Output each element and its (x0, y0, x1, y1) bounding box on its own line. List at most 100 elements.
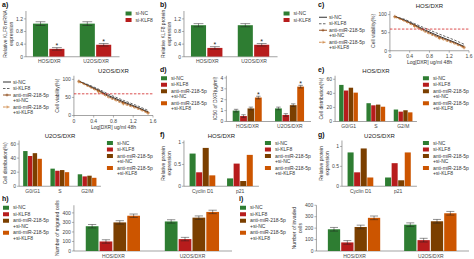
legend-label: anti-miR-218-5p+si-KLF8 (13, 229, 49, 241)
panel-label: g) (318, 131, 325, 139)
title: U2OS/DXR (45, 133, 76, 139)
bar (86, 226, 99, 251)
legend-label: anti-miR-218-5p+si-KLF8 (13, 104, 49, 116)
bar (78, 174, 82, 186)
legend-swatch (126, 18, 132, 22)
legend-label-line: si-KLF8 (13, 211, 30, 217)
panel: si-NCsi-KLF8anti-miR-218-5p+si-NCanti-mi… (318, 66, 469, 129)
legend-label: si-KLF8 (433, 146, 450, 152)
marker (77, 80, 80, 83)
legend-label-line: si-NC (433, 140, 446, 146)
legend-entry: si-KLF8 (265, 146, 292, 152)
y-tick-label: 1 (336, 143, 339, 149)
legend-swatch (107, 141, 113, 145)
y-tick-label: 0.8 (16, 28, 23, 34)
bar (203, 148, 209, 186)
bar (381, 107, 385, 122)
legend-swatch (423, 83, 429, 87)
marks (33, 22, 111, 57)
x-tick-label: 0 (389, 53, 392, 59)
x-ticks: 00.40.81.21.6 (389, 51, 473, 59)
y-axis-label: Relative proteinexpression (318, 146, 330, 181)
legend-swatch (423, 141, 429, 145)
x-tick-label: G0/G1 (341, 123, 356, 129)
legend-label-line: si-NC (13, 79, 26, 85)
legend-label-line: +si-NC (329, 32, 345, 38)
bar (113, 222, 126, 251)
legend-label-line: si-NC (329, 14, 342, 20)
legend: si-NCsi-KLF8anti-miR-218-5p+si-NCanti-mi… (423, 140, 469, 177)
x-tick-label: Cyclin D1 (192, 188, 214, 194)
legend-label: si-NC (13, 204, 26, 210)
marks (390, 15, 469, 50)
legend-label-line: +si-KLF8 (13, 235, 33, 241)
y-axis-line (341, 141, 342, 187)
legend-label-line: si-NC (136, 10, 149, 16)
significance-mark: * (260, 38, 263, 45)
error-bar (284, 114, 288, 117)
legend-entry: si-NC (3, 79, 26, 85)
legend-label-line: si-KLF8 (171, 81, 188, 87)
legend-label-line: +si-KLF8 (13, 109, 33, 115)
bar (405, 152, 411, 186)
legend-entry: si-KLF8 (240, 211, 267, 217)
bar (238, 25, 253, 57)
legend-label: si-NC (275, 140, 288, 146)
y-tick-label: 0 (329, 118, 332, 124)
bar (431, 221, 443, 251)
legend-label-line: +si-KLF8 (433, 105, 453, 111)
bar (92, 178, 96, 186)
legend-entry: si-KLF8 (3, 211, 30, 217)
legend-entry: si-KLF8 (126, 17, 153, 23)
x-tick-label: U2OS/DXR (277, 123, 303, 129)
legend-entry: anti-miR-218-5p+si-NC (107, 153, 153, 165)
legend-swatch (240, 231, 246, 235)
y-tick-label: 20 (327, 104, 333, 110)
y-tick-label: 100 (305, 236, 314, 242)
marker (413, 25, 416, 28)
error-bar (88, 225, 96, 228)
panel-label: b) (160, 1, 167, 9)
legend-swatch (240, 206, 246, 210)
legend-label-line: si-NC (13, 204, 26, 210)
legend-entry: si-KLF8 (423, 146, 450, 152)
y-tick-label: 1.2 (174, 16, 181, 22)
legend-swatch (107, 154, 113, 158)
y-axis-label: Relative KLF8 mRNAexpression (2, 9, 14, 57)
marks (348, 148, 411, 186)
legend-entry: si-KLF8 (319, 20, 346, 26)
legend-swatch (423, 154, 429, 158)
y-ticks: 050100 (63, 76, 74, 118)
legend-label-line: si-KLF8 (13, 85, 30, 91)
legend-swatch (3, 88, 11, 89)
legend-label-line: si-KLF8 (433, 81, 450, 87)
error-bar (406, 223, 414, 227)
legend-label: si-NC (136, 10, 149, 16)
y-tick-label: 1 (178, 139, 181, 145)
error-bar (102, 240, 110, 243)
y-tick-label: 60 (11, 141, 17, 147)
legend-entry: si-NC (240, 204, 263, 210)
bar (165, 221, 178, 251)
legend-swatch (3, 212, 9, 216)
legend-label-line: +si-KLF8 (275, 170, 295, 176)
error-bar (446, 211, 454, 215)
marks (86, 210, 219, 251)
legend-label-line: si-KLF8 (329, 20, 346, 26)
legend-entry: si-NC (423, 75, 446, 81)
bar (33, 24, 48, 57)
legend-label: anti-miR-218-5p+si-NC (13, 92, 49, 104)
marker (97, 90, 100, 93)
error-bar (116, 221, 124, 224)
y-axis-label-line: expression (324, 151, 330, 175)
marker (462, 46, 465, 49)
legend-label: anti-miR-218-5p+si-KLF8 (329, 39, 365, 51)
legend-label: anti-miR-218-5p+si-NC (250, 217, 286, 229)
legend: si-NCsi-KLF8anti-miR-218-5p+si-NCanti-mi… (107, 140, 153, 177)
legend-entry: si-KLF8 (107, 146, 134, 152)
legend: si-NCsi-KLF8anti-miR-218-5p+si-NCanti-mi… (423, 75, 469, 112)
legend-label: anti-miR-218-5p+si-KLF8 (250, 229, 286, 241)
y-tick-label: 100 (379, 11, 388, 17)
bar (233, 111, 240, 122)
y-axis-line (183, 141, 184, 187)
